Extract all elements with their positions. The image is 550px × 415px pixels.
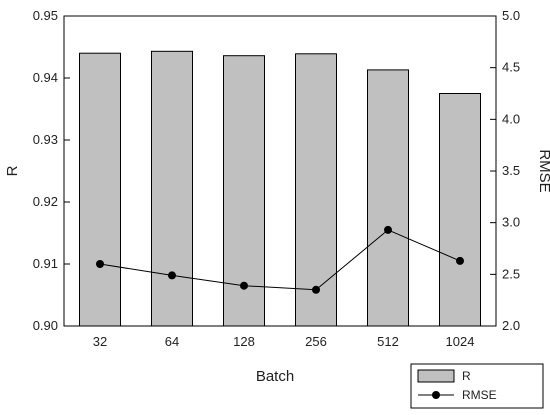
y2-tick-label: 4.5 [502, 60, 520, 75]
y2-tick-label: 2.0 [502, 318, 520, 333]
legend-swatch-rmse-marker [432, 391, 440, 399]
axes-group [63, 15, 497, 327]
plot-frame [63, 15, 497, 327]
y2-axis-title: RMSE [536, 149, 550, 192]
y-tick-label: 0.95 [33, 8, 58, 23]
y2-tick-label: 2.5 [502, 266, 520, 281]
x-axis-title: Batch [256, 368, 294, 385]
x-tick-label: 64 [165, 334, 179, 349]
x-tick-label: 256 [305, 334, 327, 349]
rmse-point-64 [168, 271, 176, 280]
rmse-point-128 [240, 281, 248, 290]
y2-tick-label: 3.5 [502, 163, 520, 178]
bar-r-256 [295, 53, 337, 327]
bar-r-1024 [439, 93, 481, 327]
legend-label-rmse: RMSE [462, 388, 497, 402]
x-tick-label: 32 [93, 334, 107, 349]
rmse-line-group [96, 225, 464, 294]
y-axis-title: R [4, 165, 21, 176]
legend: R RMSE [410, 363, 544, 409]
rmse-point-32 [96, 260, 104, 268]
y-tick-label: 0.92 [33, 194, 58, 209]
legend-swatch-r [417, 369, 455, 383]
rmse-point-256 [312, 285, 320, 294]
y-tick-label: 0.93 [33, 132, 58, 147]
x-tick-label: 512 [377, 334, 399, 349]
legend-label-r: R [462, 369, 471, 383]
y-tick-label: 0.91 [33, 256, 58, 271]
x-axis-ticks: 32 64 128 256 512 1024 [93, 334, 475, 349]
y-axis-ticks: 0.90 0.91 0.92 0.93 0.94 0.95 [33, 8, 70, 333]
y-tick-label: 0.94 [33, 70, 58, 85]
rmse-series-line [99, 229, 461, 291]
y2-axis-ticks: 2.0 2.5 3.0 3.5 4.0 4.5 5.0 [490, 8, 520, 333]
bar-r-32 [79, 52, 121, 327]
y-tick-label: 0.90 [33, 318, 58, 333]
bar-r-64 [151, 50, 193, 327]
bar-r-512 [367, 69, 409, 327]
bars-group [79, 50, 481, 327]
y2-tick-label: 3.0 [502, 215, 520, 230]
x-tick-label: 1024 [446, 334, 475, 349]
y2-tick-label: 5.0 [502, 8, 520, 23]
rmse-point-1024 [456, 256, 464, 265]
rmse-point-512 [384, 225, 392, 234]
x-tick-label: 128 [233, 334, 255, 349]
y2-tick-label: 4.0 [502, 111, 520, 126]
bar-r-128 [223, 55, 265, 327]
